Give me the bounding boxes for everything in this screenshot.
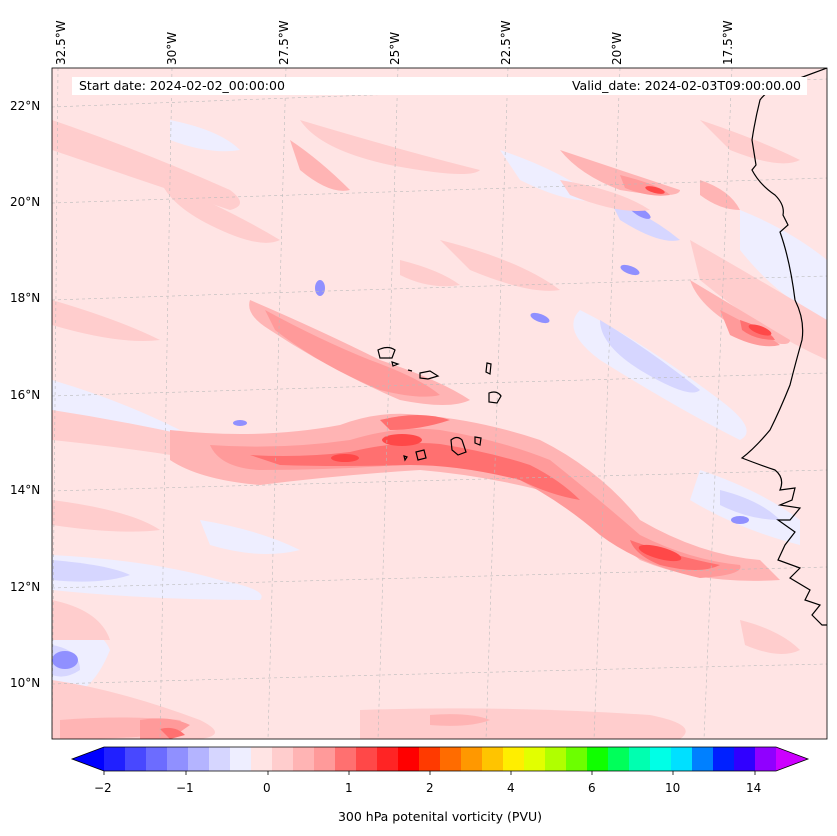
lon-label: 27.5°W xyxy=(277,20,291,65)
colorbar-tick-label: 0 xyxy=(263,781,271,795)
colorbar-segment xyxy=(377,747,399,771)
colorbar-segment xyxy=(314,747,336,771)
colorbar-segment xyxy=(272,747,294,771)
lat-label: 22°N xyxy=(10,99,41,113)
map-frame xyxy=(51,67,828,740)
colorbar-extend-min xyxy=(72,747,104,771)
lon-label: 30°W xyxy=(165,31,179,65)
pv-ribbons-5 xyxy=(331,186,772,562)
colorbar xyxy=(70,746,810,775)
colorbar-segment xyxy=(419,747,441,771)
colorbar-segment xyxy=(125,747,147,771)
colorbar-title: 300 hPa potenital vorticity (PVU) xyxy=(337,809,543,824)
lon-label: 20°W xyxy=(610,31,624,65)
colorbar-segment xyxy=(461,747,483,771)
lat-label: 20°N xyxy=(10,195,41,209)
colorbar-segment xyxy=(356,747,378,771)
lon-label: 17.5°W xyxy=(721,20,735,65)
start-date-label: Start date: 2024-02-02_00:00:00 xyxy=(79,78,285,93)
colorbar-segment xyxy=(713,747,735,771)
lat-label: 10°N xyxy=(10,676,41,690)
colorbar-tick-label: 14 xyxy=(746,781,762,795)
lat-label: 14°N xyxy=(10,483,41,497)
cape-verde-islands xyxy=(377,346,502,462)
colorbar-tick-label: 4 xyxy=(507,781,515,795)
colorbar-segment xyxy=(629,747,651,771)
colorbar-segment xyxy=(335,747,357,771)
colorbar-segment xyxy=(251,747,273,771)
colorbar-segment xyxy=(188,747,210,771)
colorbar-tick-label: −2 xyxy=(94,781,112,795)
colorbar-segment xyxy=(167,747,189,771)
colorbar-segment xyxy=(230,747,252,771)
valid-date-label: Valid_date: 2024-02-03T09:00:00.00 xyxy=(571,78,801,93)
colorbar-segment xyxy=(503,747,525,771)
colorbar-segment xyxy=(587,747,609,771)
colorbar-segment xyxy=(398,747,420,771)
lat-label: 12°N xyxy=(10,580,41,594)
colorbar-segment xyxy=(209,747,231,771)
graticule-lines xyxy=(52,68,827,739)
colorbar-segment xyxy=(608,747,630,771)
colorbar-segment xyxy=(146,747,168,771)
colorbar-segment xyxy=(293,747,315,771)
colorbar-segment xyxy=(692,747,714,771)
colorbar-segment xyxy=(734,747,756,771)
colorbar-extend-max xyxy=(776,747,808,771)
colorbar-tick-label: −1 xyxy=(176,781,194,795)
colorbar-segment xyxy=(755,747,777,771)
colorbar-tick-label: 6 xyxy=(588,781,596,795)
lon-label: 22.5°W xyxy=(499,20,513,65)
colorbar-tick-label: 2 xyxy=(426,781,434,795)
lat-label: 18°N xyxy=(10,291,41,305)
colorbar-segment xyxy=(671,747,693,771)
colorbar-segment xyxy=(440,747,462,771)
colorbar-segment xyxy=(482,747,504,771)
lat-label: 16°N xyxy=(10,388,41,402)
colorbar-segment xyxy=(545,747,567,771)
colorbar-tick-label: 10 xyxy=(665,781,681,795)
colorbar-segment xyxy=(104,747,126,771)
colorbar-segment xyxy=(650,747,672,771)
colorbar-segment xyxy=(524,747,546,771)
africa-coastline xyxy=(740,68,827,626)
lon-label: 25°W xyxy=(388,31,402,65)
lon-label: 32.5°W xyxy=(54,20,68,65)
map-panel xyxy=(52,68,827,739)
colorbar-segment xyxy=(566,747,588,771)
colorbar-tick-label: 1 xyxy=(345,781,353,795)
date-banner xyxy=(72,77,807,95)
pv-ribbons-1 xyxy=(52,120,827,739)
